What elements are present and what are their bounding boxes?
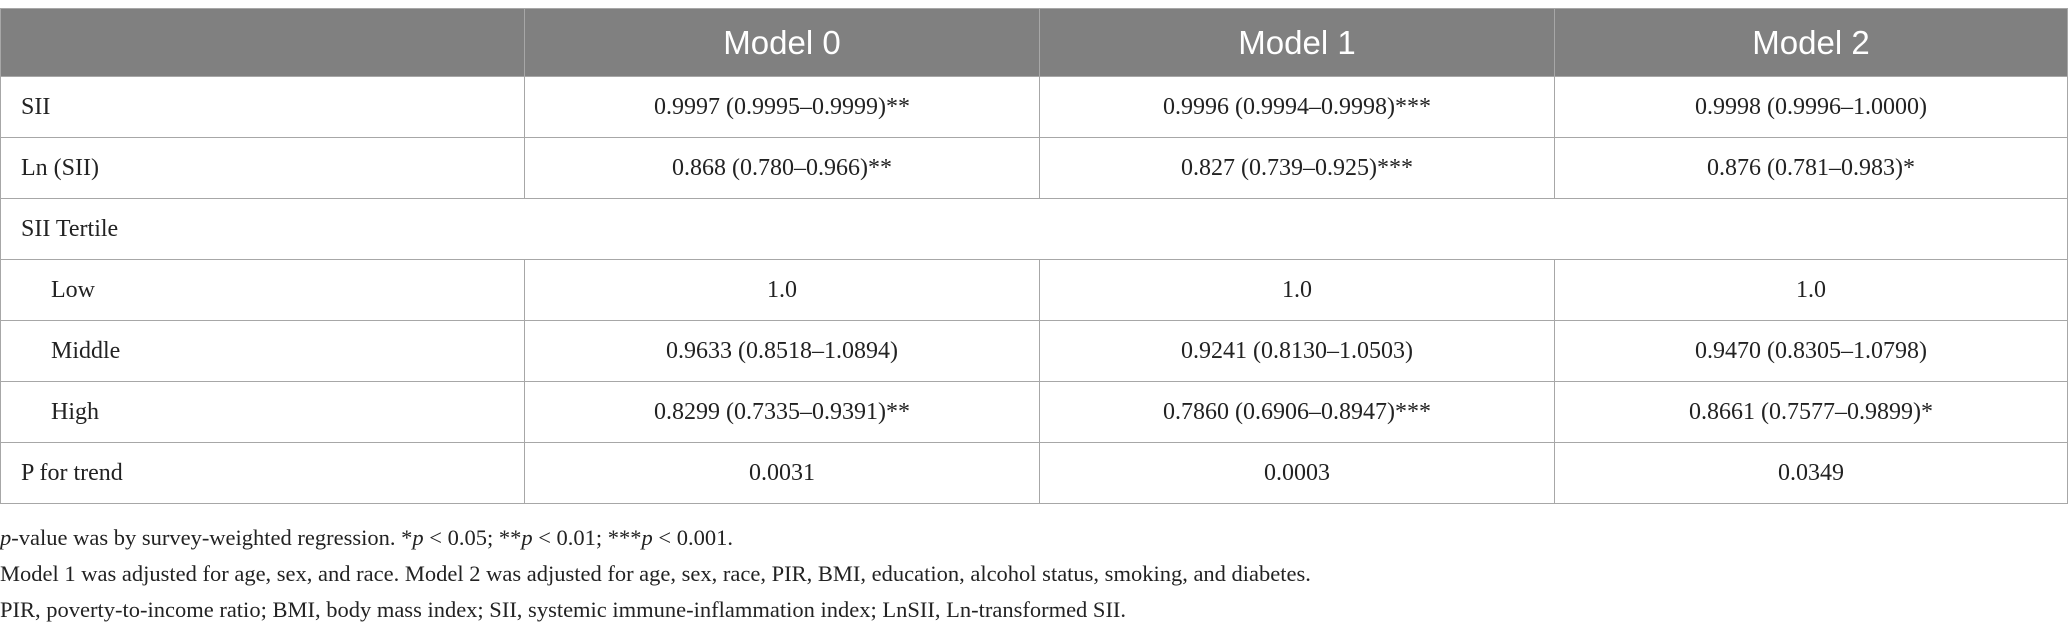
row-label-middle: Middle: [0, 320, 525, 382]
table-cell: 0.7860 (0.6906–0.8947)***: [1039, 381, 1555, 443]
footnote-abbreviations: PIR, poverty-to-income ratio; BMI, body …: [0, 597, 1127, 622]
header-blank: [0, 8, 525, 77]
table-row: Low 1.0 1.0 1.0: [0, 259, 2068, 321]
table-cell: 0.9998 (0.9996–1.0000): [1554, 76, 2068, 138]
table-cell: 0.876 (0.781–0.983)*: [1554, 137, 2068, 199]
table-cell: 0.8661 (0.7577–0.9899)*: [1554, 381, 2068, 443]
table-row: P for trend 0.0031 0.0003 0.0349: [0, 442, 2068, 504]
results-table: Model 0 Model 1 Model 2 SII 0.9997 (0.99…: [0, 8, 2068, 504]
table-cell: 0.9996 (0.9994–0.9998)***: [1039, 76, 1555, 138]
header-row: Model 0 Model 1 Model 2: [0, 8, 2068, 77]
table-row: SII 0.9997 (0.9995–0.9999)** 0.9996 (0.9…: [0, 76, 2068, 138]
table-row: SII Tertile: [0, 198, 2068, 260]
row-label-sii-tertile: SII Tertile: [0, 198, 2068, 260]
table-row: Ln (SII) 0.868 (0.780–0.966)** 0.827 (0.…: [0, 137, 2068, 199]
table-cell: 1.0: [524, 259, 1040, 321]
table-cell: 0.0031: [524, 442, 1040, 504]
table-cell: 1.0: [1039, 259, 1555, 321]
table-cell: 0.9997 (0.9995–0.9999)**: [524, 76, 1040, 138]
header-model-2: Model 2: [1554, 8, 2068, 77]
table-cell: 0.0349: [1554, 442, 2068, 504]
footnote-significance: p-value was by survey-weighted regressio…: [0, 525, 733, 550]
table-cell: 0.9241 (0.8130–1.0503): [1039, 320, 1555, 382]
table-cell: 0.9470 (0.8305–1.0798): [1554, 320, 2068, 382]
table-cell: 0.868 (0.780–0.966)**: [524, 137, 1040, 199]
row-label-p-for-trend: P for trend: [0, 442, 525, 504]
table-cell: 0.0003: [1039, 442, 1555, 504]
row-label-sii: SII: [0, 76, 525, 138]
table-row: Middle 0.9633 (0.8518–1.0894) 0.9241 (0.…: [0, 320, 2068, 382]
table-cell: 0.9633 (0.8518–1.0894): [524, 320, 1040, 382]
footnote-models: Model 1 was adjusted for age, sex, and r…: [0, 561, 1311, 586]
row-label-ln-sii: Ln (SII): [0, 137, 525, 199]
table-cell: 0.8299 (0.7335–0.9391)**: [524, 381, 1040, 443]
header-model-0: Model 0: [524, 8, 1040, 77]
row-label-high: High: [0, 381, 525, 443]
table-footnotes: p-value was by survey-weighted regressio…: [0, 520, 1311, 628]
row-label-low: Low: [0, 259, 525, 321]
header-model-1: Model 1: [1039, 8, 1555, 77]
table-cell: 0.827 (0.739–0.925)***: [1039, 137, 1555, 199]
table-cell: 1.0: [1554, 259, 2068, 321]
table-row: High 0.8299 (0.7335–0.9391)** 0.7860 (0.…: [0, 381, 2068, 443]
